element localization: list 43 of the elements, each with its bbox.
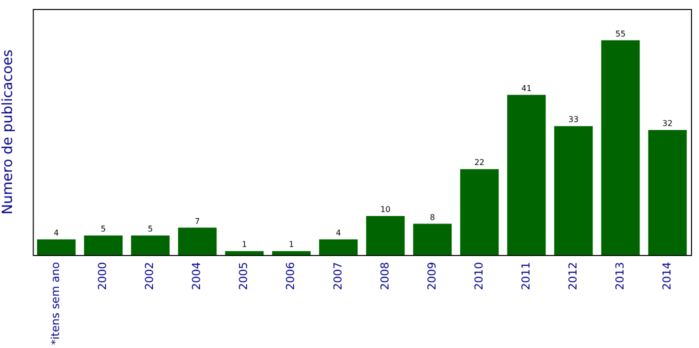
x-tick-label: 2007	[331, 262, 344, 290]
data-label: 5	[100, 224, 106, 234]
x-tick-label: 2011	[519, 262, 532, 290]
bar	[554, 126, 593, 256]
x-tick-label: 2005	[237, 262, 250, 290]
bar	[648, 130, 687, 256]
x-tick-label: 2010	[472, 262, 486, 290]
x-tick-label: 2008	[378, 262, 392, 290]
bar	[178, 228, 217, 256]
bar	[366, 216, 405, 256]
data-label: 32	[662, 119, 673, 128]
x-tick-label: 2013	[613, 262, 626, 290]
y-axis-title: Numero de publicacoes	[0, 50, 16, 214]
x-tick-label: *itens sem ano	[49, 262, 62, 346]
data-label: 33	[568, 115, 579, 124]
x-tick-label: 2000	[96, 262, 110, 290]
data-label: 55	[615, 29, 626, 38]
x-tick-label: 2014	[660, 262, 674, 290]
data-label: 7	[194, 216, 200, 226]
bar	[507, 94, 546, 256]
bar	[413, 224, 452, 256]
bar	[84, 235, 123, 256]
data-label: 4	[54, 228, 59, 238]
x-tick-label: 2006	[284, 262, 298, 290]
data-label: 10	[380, 205, 390, 214]
bar	[37, 239, 76, 256]
x-tick-label: 2004	[190, 262, 204, 290]
x-tick-label: 2012	[566, 262, 580, 290]
data-label: 5	[148, 224, 153, 234]
bar	[601, 40, 640, 256]
bar	[131, 235, 170, 256]
data-label: 8	[430, 212, 435, 222]
bar	[225, 251, 264, 256]
data-label: 41	[521, 84, 532, 93]
bar	[272, 251, 311, 256]
x-tick-label: 2009	[425, 262, 438, 290]
bar	[319, 239, 358, 256]
x-tick-label: 2002	[143, 262, 156, 290]
data-label: 1	[242, 240, 247, 250]
data-label: 1	[288, 240, 294, 250]
data-label: 22	[474, 158, 485, 168]
data-label: 4	[336, 228, 341, 238]
bar	[460, 169, 499, 256]
